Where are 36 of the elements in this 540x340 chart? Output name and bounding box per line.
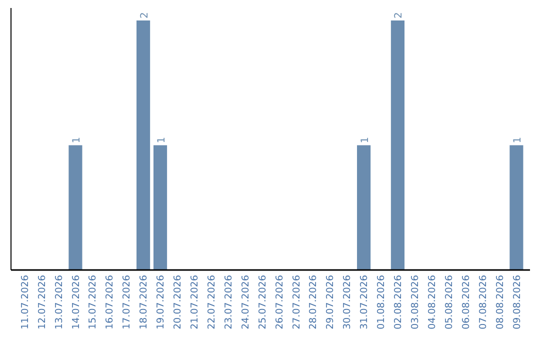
x-tick-label: 18.07.2026 xyxy=(138,275,150,330)
x-tick-label: 07.08.2026 xyxy=(478,275,489,330)
x-tick-label: 15.07.2026 xyxy=(88,275,99,330)
x-tick-label: 01.08.2026 xyxy=(376,275,388,330)
x-tick-label: 05.08.2026 xyxy=(444,275,455,330)
x-tick-label: 19.07.2026 xyxy=(156,275,167,330)
data-label: 1 xyxy=(512,136,524,144)
x-tick-label: 27.07.2026 xyxy=(291,275,302,330)
x-tick-label: 29.07.2026 xyxy=(325,275,336,330)
x-tick-label: 06.08.2026 xyxy=(460,275,472,330)
x-tick-label: 14.07.2026 xyxy=(70,275,82,330)
data-label: 1 xyxy=(360,136,371,144)
x-tick-label: 26.07.2026 xyxy=(274,275,286,330)
x-tick-label: 04.08.2026 xyxy=(426,275,438,330)
x-tick-label: 16.07.2026 xyxy=(104,275,116,330)
x-tick-label: 17.07.2026 xyxy=(122,275,133,330)
data-label: 1 xyxy=(156,136,168,144)
x-tick-label: 03.08.2026 xyxy=(410,275,421,330)
x-tick-label: 02.08.2026 xyxy=(393,275,404,330)
x-tick-label: 12.07.2026 xyxy=(36,275,48,330)
data-label: 2 xyxy=(394,12,405,18)
data-label: 2 xyxy=(139,12,150,18)
x-tick-label: 31.07.2026 xyxy=(359,275,370,330)
x-tick-label: 23.07.2026 xyxy=(223,275,234,330)
x-tick-label: 28.07.2026 xyxy=(308,275,320,330)
data-label: 1 xyxy=(71,136,82,144)
x-tick-label: 24.07.2026 xyxy=(240,275,252,330)
x-tick-label: 20.07.2026 xyxy=(172,275,184,330)
x-tick-label: 11.07.2026 xyxy=(20,275,31,330)
x-tick-label: 25.07.2026 xyxy=(257,275,268,330)
x-tick-label: 22.07.2026 xyxy=(206,275,218,330)
x-tick-label: 13.07.2026 xyxy=(54,275,65,330)
x-tick-label: 21.07.2026 xyxy=(190,275,200,330)
x-tick-label: 09.08.2026 xyxy=(512,275,523,330)
x-tick-label: 30.07.2026 xyxy=(342,275,354,330)
x-tick-label: 08.08.2026 xyxy=(494,275,506,330)
